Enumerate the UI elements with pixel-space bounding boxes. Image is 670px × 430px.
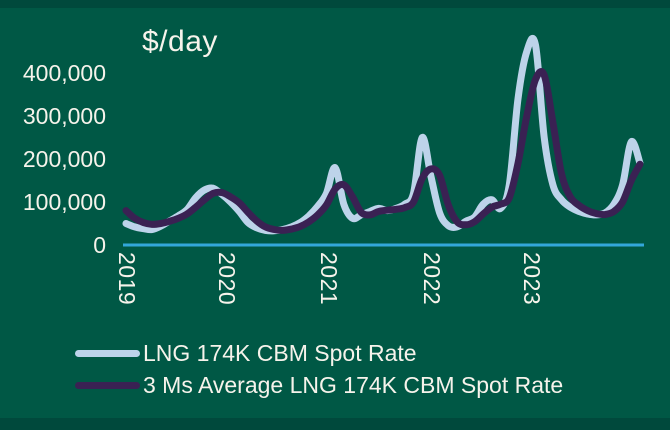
legend-item-spot: LNG 174K CBM Spot Rate [75, 337, 563, 369]
y-axis-tick-label: 0 [93, 232, 106, 258]
x-axis-tick-label: 2022 [419, 252, 445, 306]
avg-line-swatch [75, 381, 140, 389]
chart-title: $/day [142, 25, 218, 58]
x-axis-tick-label: 2023 [519, 252, 545, 306]
y-axis-tick-label: 400,000 [22, 60, 106, 86]
y-axis-tick-label: 200,000 [22, 146, 106, 172]
legend-label-spot: LNG 174K CBM Spot Rate [143, 339, 417, 366]
y-axis-tick-label: 300,000 [22, 103, 106, 129]
x-axis-tick-label: 2021 [316, 252, 342, 306]
legend-label-avg: 3 Ms Average LNG 174K CBM Spot Rate [143, 371, 564, 398]
legend-item-avg: 3 Ms Average LNG 174K CBM Spot Rate [75, 369, 563, 401]
legend: LNG 174K CBM Spot Rate 3 Ms Average LNG … [75, 337, 563, 401]
top-edge-band [0, 0, 670, 8]
spot-line-swatch [75, 349, 140, 357]
x-axis-tick-label: 2020 [214, 252, 240, 306]
y-axis-tick-label: 100,000 [22, 189, 106, 215]
avg-rate-line [122, 68, 644, 234]
bottom-edge-band [0, 418, 670, 430]
x-axis-tick-label: 2019 [114, 252, 140, 306]
